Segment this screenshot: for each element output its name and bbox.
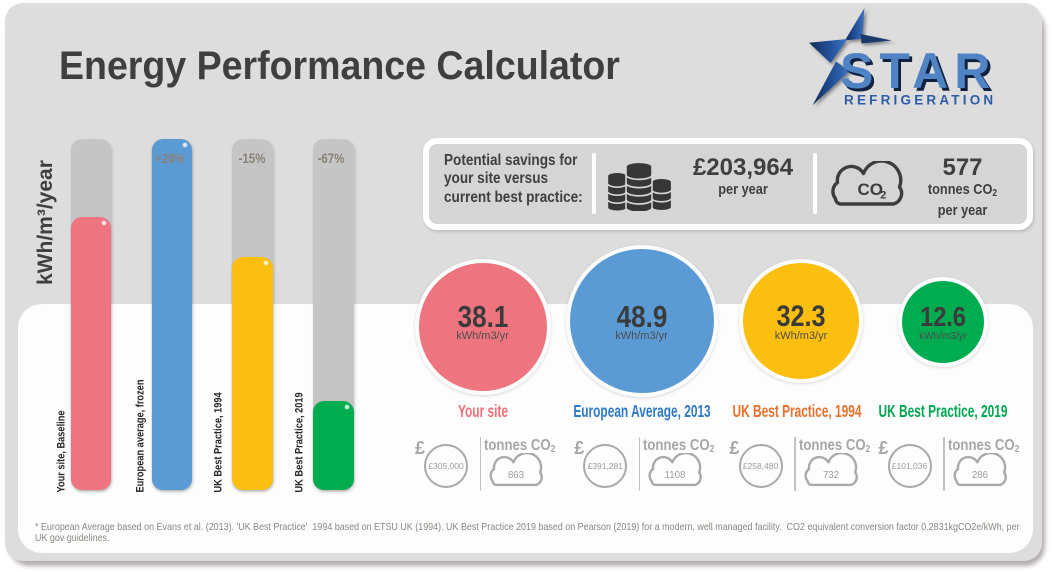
svg-text:STAR: STAR (843, 46, 999, 102)
svg-text:REFRIGERATION: REFRIGERATION (844, 93, 996, 108)
svg-text:732: 732 (822, 470, 838, 481)
svg-text:2: 2 (880, 189, 886, 201)
svg-text:1108: 1108 (665, 470, 686, 481)
svg-text:CO: CO (858, 180, 884, 199)
svg-text:863: 863 (508, 470, 524, 481)
svg-text:286: 286 (971, 470, 987, 481)
svg-text:STAR: STAR (840, 43, 996, 99)
